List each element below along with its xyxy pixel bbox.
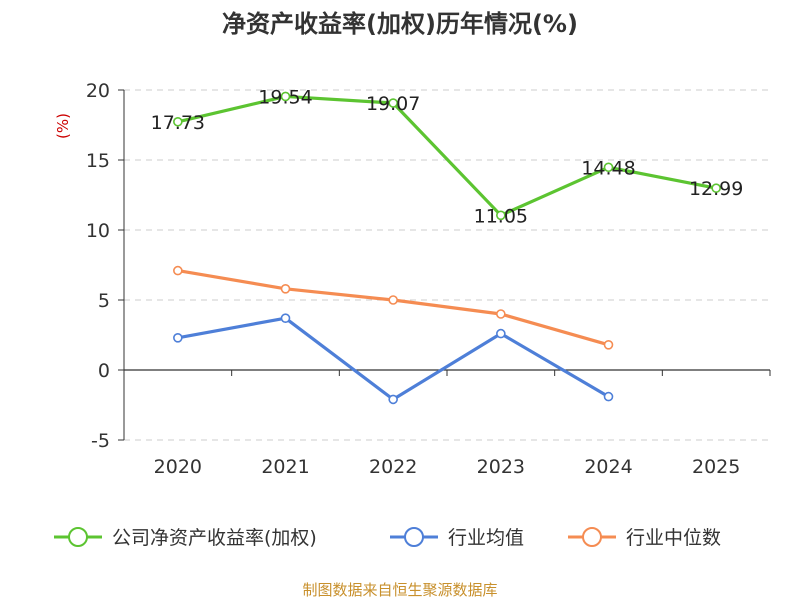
legend-marker xyxy=(404,527,424,547)
chart-title: 净资产收益率(加权)历年情况(%) xyxy=(222,10,578,38)
source-note: 制图数据来自恒生聚源数据库 xyxy=(302,581,497,599)
data-point xyxy=(173,332,183,343)
y-tick-label: 15 xyxy=(86,150,110,172)
legend: 公司净资产收益率(加权) 行业均值 行业中位数 xyxy=(54,527,721,549)
x-tick-label: 2024 xyxy=(584,456,632,478)
series-line-2 xyxy=(177,316,610,401)
grid xyxy=(124,89,770,441)
x-tick-label: 2020 xyxy=(154,456,202,478)
data-label: 17.73 xyxy=(151,112,205,134)
data-point xyxy=(603,162,614,173)
data-point xyxy=(603,391,614,402)
data-labels: 17.73 19.54 19.07 11.05 14.48 12.99 xyxy=(151,86,744,227)
x-tick-label: 2021 xyxy=(261,456,309,478)
y-tick-label: 10 xyxy=(86,220,110,242)
data-label: 12.99 xyxy=(689,178,743,200)
legend-marker xyxy=(582,527,602,547)
legend-label: 行业中位数 xyxy=(626,527,721,549)
data-point xyxy=(496,309,506,319)
data-point xyxy=(496,210,506,221)
series-line-1 xyxy=(177,94,717,217)
y-axis-label: (%) xyxy=(54,113,72,139)
x-tick-label: 2022 xyxy=(369,456,417,478)
data-point xyxy=(280,313,291,324)
data-label: 11.05 xyxy=(474,205,528,227)
legend-label: 公司净资产收益率(加权) xyxy=(112,527,317,549)
y-tick-label: 20 xyxy=(86,80,110,102)
y-tick-label: 0 xyxy=(98,360,110,382)
y-tick-label: 5 xyxy=(98,290,110,312)
data-point xyxy=(173,116,183,127)
data-point xyxy=(496,328,506,339)
data-point xyxy=(388,295,398,305)
y-tick-label: -5 xyxy=(91,430,110,452)
data-label: 19.54 xyxy=(258,86,312,108)
data-point xyxy=(388,98,398,108)
data-label: 19.07 xyxy=(366,93,420,115)
data-label: 14.48 xyxy=(581,157,635,179)
data-point xyxy=(280,283,291,294)
legend-marker xyxy=(68,527,88,547)
data-point xyxy=(173,265,183,276)
data-point xyxy=(280,91,291,102)
data-point xyxy=(388,394,398,405)
legend-label: 行业均值 xyxy=(448,527,524,549)
data-point xyxy=(603,339,614,350)
x-tick-label: 2023 xyxy=(477,456,525,478)
x-tick-label: 2025 xyxy=(692,456,740,478)
series-line-3 xyxy=(177,269,609,347)
series-layer xyxy=(173,91,721,405)
data-point xyxy=(711,183,721,193)
